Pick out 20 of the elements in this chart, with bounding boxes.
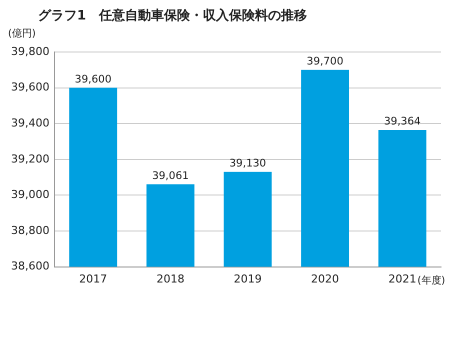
data-label: 39,061 bbox=[152, 170, 189, 182]
data-label: 39,364 bbox=[384, 116, 422, 128]
y-tick-label: 39,600 bbox=[10, 80, 50, 94]
x-tick-label: 2021 bbox=[388, 272, 416, 286]
x-axis-title: (年度) bbox=[417, 274, 446, 286]
y-tick-label: 39,000 bbox=[10, 188, 50, 202]
data-label: 39,700 bbox=[306, 55, 344, 68]
y-tick-label: 38,800 bbox=[10, 224, 50, 237]
y-tick-label: 39,800 bbox=[10, 44, 50, 58]
x-tick-label: 2019 bbox=[234, 272, 262, 286]
data-label: 39,600 bbox=[74, 73, 112, 86]
x-tick-label: 2018 bbox=[156, 272, 184, 286]
y-tick-label: 38,600 bbox=[10, 260, 50, 273]
y-axis-title: (億円) bbox=[8, 28, 36, 40]
x-tick-label: 2017 bbox=[79, 272, 108, 286]
x-tick-label: 2020 bbox=[311, 272, 340, 286]
chart-title: グラフ1 任意自動車保険・収入保険料の推移 bbox=[38, 7, 308, 24]
data-label: 39,130 bbox=[229, 157, 266, 170]
y-tick-label: 39,200 bbox=[10, 152, 50, 166]
y-tick-label: 39,400 bbox=[10, 116, 50, 130]
